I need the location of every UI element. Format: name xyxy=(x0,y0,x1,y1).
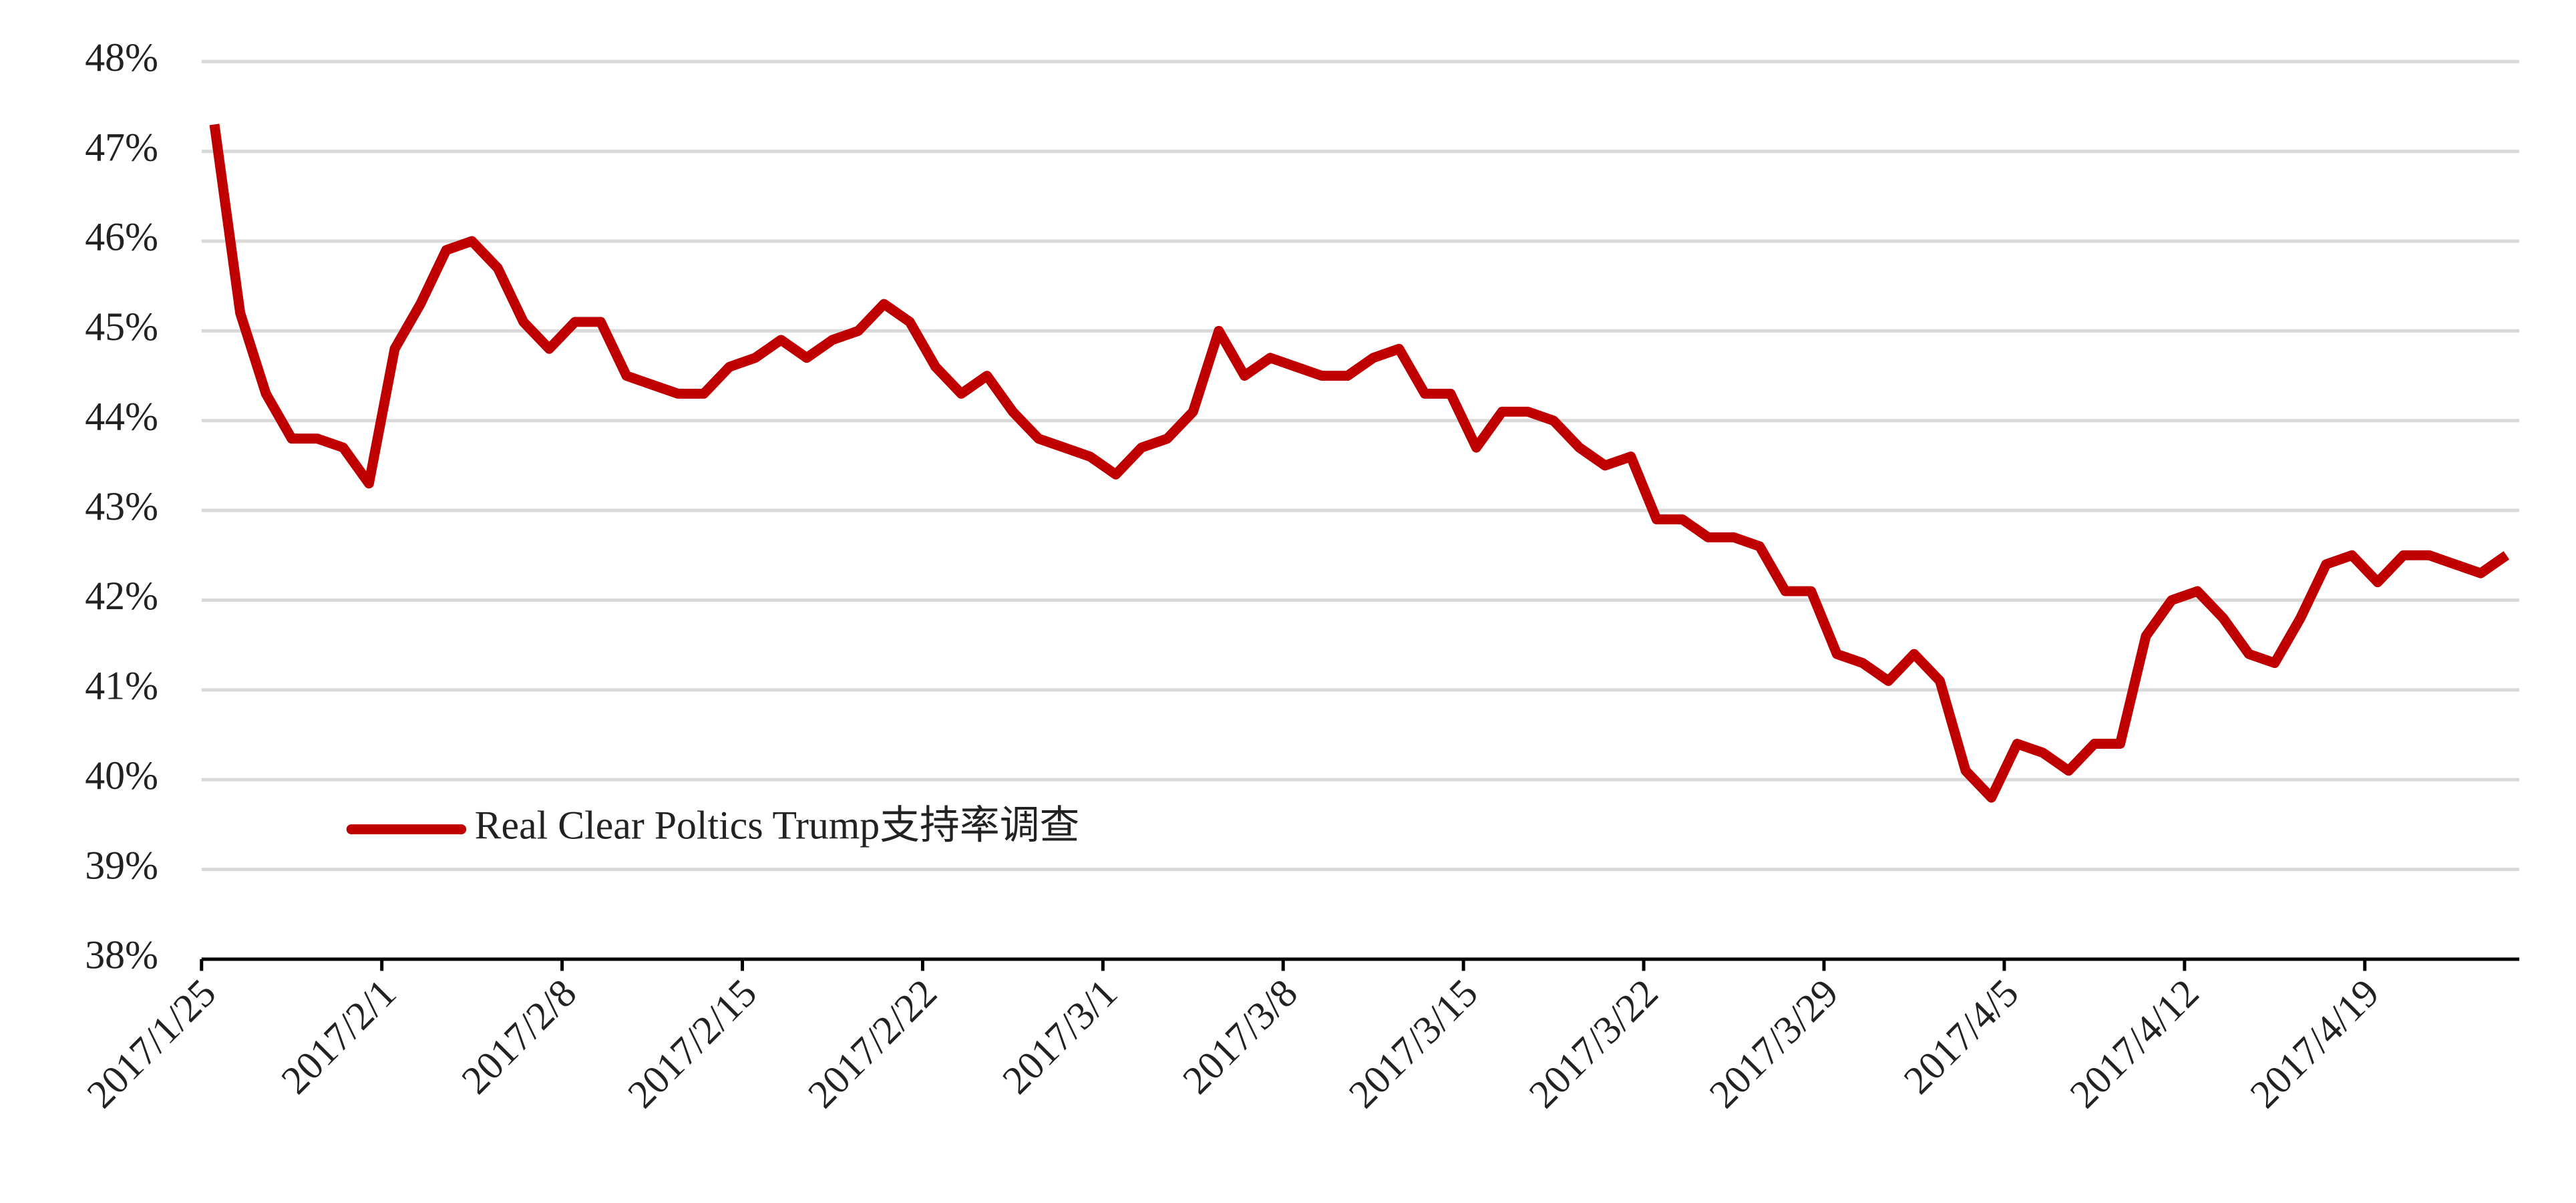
y-tick-label: 41% xyxy=(85,664,158,708)
y-tick-label: 43% xyxy=(85,484,158,528)
x-tick-label: 2017/2/15 xyxy=(619,971,765,1116)
x-tick-label: 2017/3/29 xyxy=(1701,971,1847,1116)
y-tick-label: 40% xyxy=(85,753,158,798)
x-tick-label: 2017/1/25 xyxy=(78,971,224,1116)
x-tick-label: 2017/3/8 xyxy=(1174,971,1306,1102)
y-tick-label: 38% xyxy=(85,933,158,977)
y-tick-label: 39% xyxy=(85,843,158,887)
x-tick-label: 2017/3/15 xyxy=(1340,971,1486,1116)
x-tick-label: 2017/2/8 xyxy=(453,971,584,1102)
series-line xyxy=(209,124,2510,803)
x-tick-label: 2017/3/1 xyxy=(994,971,1125,1102)
x-tick-label: 2017/4/12 xyxy=(2061,971,2207,1116)
y-tick-label: 46% xyxy=(85,215,158,259)
x-tick-label: 2017/4/19 xyxy=(2241,971,2387,1116)
x-tick-label: 2017/2/1 xyxy=(272,971,404,1102)
y-tick-label: 44% xyxy=(85,394,158,438)
y-tick-label: 42% xyxy=(85,574,158,618)
x-tick-label: 2017/2/22 xyxy=(799,971,945,1116)
x-tick-label: 2017/3/22 xyxy=(1521,971,1666,1116)
y-tick-label: 47% xyxy=(85,125,158,169)
y-tick-label: 45% xyxy=(85,305,158,349)
x-tick-label: 2017/4/5 xyxy=(1895,971,2027,1102)
legend-label: Real Clear Poltics Trump支持率调查 xyxy=(475,803,1080,847)
y-tick-label: 48% xyxy=(85,35,158,79)
